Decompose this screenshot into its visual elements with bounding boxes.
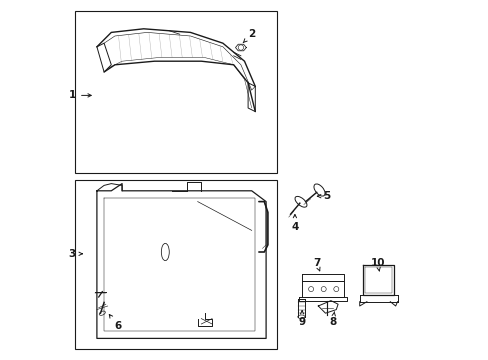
Text: 1: 1 xyxy=(69,90,91,100)
Text: 4: 4 xyxy=(291,215,298,232)
Text: 3: 3 xyxy=(69,249,82,259)
Text: 10: 10 xyxy=(370,258,384,271)
Text: 7: 7 xyxy=(312,258,320,271)
Bar xyxy=(75,11,276,173)
Text: 8: 8 xyxy=(328,312,336,327)
Text: 5: 5 xyxy=(317,191,330,201)
Bar xyxy=(75,180,276,349)
Text: 6: 6 xyxy=(109,315,121,331)
Text: 2: 2 xyxy=(243,29,255,42)
Text: 9: 9 xyxy=(298,311,305,327)
